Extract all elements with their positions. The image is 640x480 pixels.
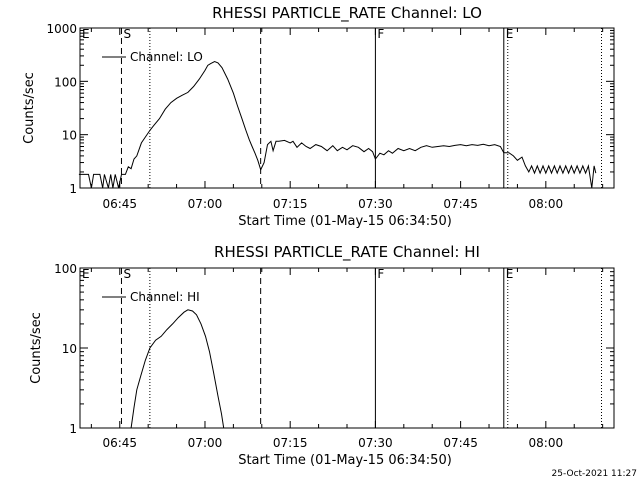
- y-tick-label: 1: [69, 182, 77, 196]
- legend-label: Channel: LO: [130, 50, 203, 64]
- event-marker-label: S: [123, 267, 131, 281]
- y-tick-label: 10: [62, 129, 77, 143]
- x-axis-label: Start Time (01-May-15 06:34:50): [238, 214, 452, 229]
- series-line-channel-lo: [78, 60, 597, 189]
- footer-timestamp: 25-Oct-2021 11:27: [552, 469, 637, 479]
- x-tick-label: 07:45: [443, 436, 478, 450]
- panel-hi: RHESSI PARTICLE_RATE Channel: HI 06:45 07:…: [29, 243, 615, 468]
- y-tick-label: 1000: [46, 22, 77, 36]
- event-marker-label: E: [506, 267, 514, 281]
- chart-title: RHESSI PARTICLE_RATE Channel: HI: [214, 243, 480, 262]
- x-tick-label: 06:45: [102, 197, 137, 211]
- y-axis-label: Counts/sec: [22, 72, 37, 144]
- event-marker-label: F: [377, 27, 384, 41]
- panel-lo: RHESSI PARTICLE_RATE Channel: LO 06:45 07:…: [22, 4, 615, 229]
- x-tick-label: 07:15: [273, 436, 308, 450]
- x-axis-label: Start Time (01-May-15 06:34:50): [238, 453, 452, 468]
- chart-title: RHESSI PARTICLE_RATE Channel: LO: [212, 4, 482, 23]
- event-marker-label: F: [377, 267, 384, 281]
- x-tick-label: 08:00: [529, 197, 564, 211]
- x-tick-label: 07:30: [358, 436, 393, 450]
- event-marker-label: E: [82, 267, 90, 281]
- y-axis-label: Counts/sec: [29, 312, 44, 384]
- x-tick-label: 07:00: [188, 197, 223, 211]
- event-marker-label: S: [123, 27, 131, 41]
- event-marker-label: E: [82, 27, 90, 41]
- y-tick-label: 100: [54, 75, 77, 89]
- x-tick-label: 07:15: [273, 197, 308, 211]
- x-tick-label: 07:45: [443, 197, 478, 211]
- x-tick-label: 07:00: [188, 436, 223, 450]
- y-tick-label: 1: [69, 422, 77, 436]
- x-tick-label: 07:30: [358, 197, 393, 211]
- legend-label: Channel: HI: [130, 290, 200, 304]
- event-marker-label: E: [506, 27, 514, 41]
- y-tick-label: 100: [54, 262, 77, 276]
- y-tick-label: 10: [62, 342, 77, 356]
- x-tick-label: 08:00: [529, 436, 564, 450]
- series-line-channel-hi: [130, 309, 225, 429]
- x-tick-label: 06:45: [102, 436, 137, 450]
